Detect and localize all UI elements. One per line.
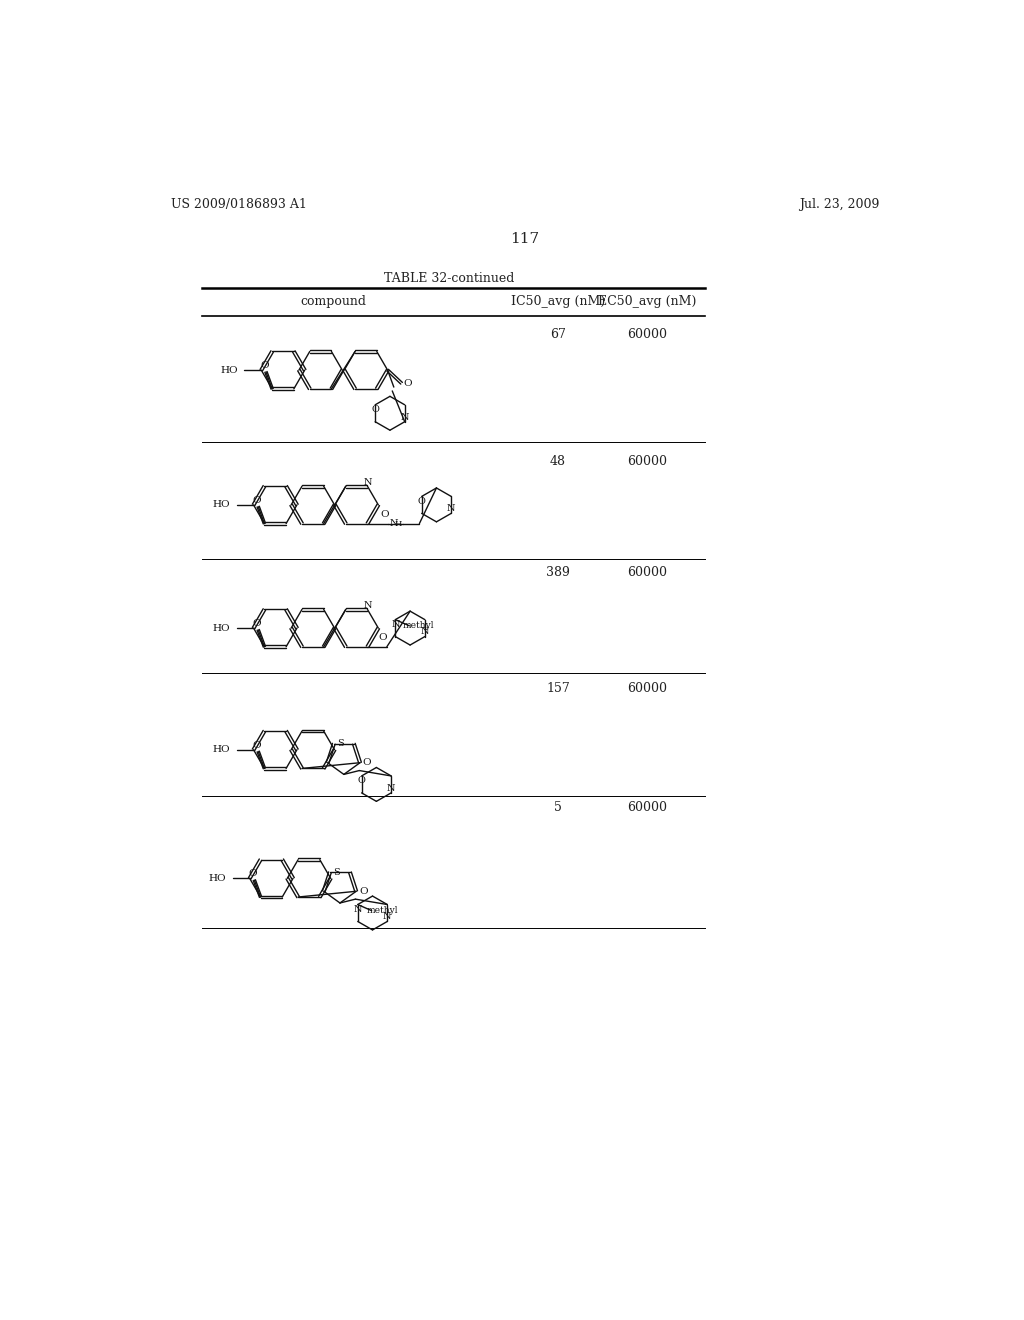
Text: O: O: [379, 634, 387, 642]
Text: HO: HO: [213, 746, 230, 754]
Text: O: O: [403, 379, 412, 388]
Text: 48: 48: [550, 455, 566, 467]
Text: 60000: 60000: [628, 455, 668, 467]
Text: compound: compound: [300, 296, 367, 309]
Text: methyl: methyl: [402, 622, 434, 630]
Text: H: H: [395, 520, 402, 528]
Text: EC50_avg (nM): EC50_avg (nM): [598, 296, 696, 309]
Text: N: N: [387, 784, 395, 793]
Text: O: O: [358, 887, 368, 896]
Text: O: O: [252, 619, 261, 628]
Text: HO: HO: [220, 366, 238, 375]
Text: N: N: [364, 601, 372, 610]
Text: O: O: [418, 496, 426, 506]
Text: 60000: 60000: [628, 682, 668, 696]
Text: US 2009/0186893 A1: US 2009/0186893 A1: [171, 198, 306, 211]
Text: N: N: [421, 627, 429, 636]
Text: 117: 117: [510, 231, 540, 246]
Text: 157: 157: [546, 682, 570, 696]
Text: O: O: [357, 776, 366, 785]
Text: O: O: [362, 759, 372, 767]
Text: HO: HO: [209, 874, 226, 883]
Text: N: N: [391, 620, 399, 628]
Text: HO: HO: [213, 623, 230, 632]
Text: Jul. 23, 2009: Jul. 23, 2009: [800, 198, 880, 211]
Text: N: N: [389, 519, 398, 528]
Text: N: N: [364, 478, 372, 487]
Text: S: S: [333, 867, 340, 876]
Text: O: O: [260, 362, 268, 370]
Text: 60000: 60000: [628, 327, 668, 341]
Text: O: O: [249, 870, 257, 878]
Text: methyl: methyl: [367, 907, 398, 915]
Text: 389: 389: [546, 566, 570, 579]
Text: TABLE 32-continued: TABLE 32-continued: [384, 272, 514, 285]
Text: 67: 67: [550, 327, 566, 341]
Text: S: S: [337, 739, 343, 748]
Text: O: O: [372, 405, 379, 414]
Text: 5: 5: [554, 801, 562, 814]
Text: 60000: 60000: [628, 566, 668, 579]
Text: IC50_avg (nM): IC50_avg (nM): [511, 296, 605, 309]
Text: O: O: [380, 510, 389, 519]
Text: N: N: [383, 912, 391, 921]
Text: 60000: 60000: [628, 801, 668, 814]
Text: O: O: [252, 741, 261, 750]
Text: HO: HO: [213, 500, 230, 510]
Text: N: N: [400, 413, 409, 421]
Text: O: O: [252, 496, 261, 506]
Text: N: N: [353, 904, 362, 913]
Text: N: N: [446, 504, 456, 513]
